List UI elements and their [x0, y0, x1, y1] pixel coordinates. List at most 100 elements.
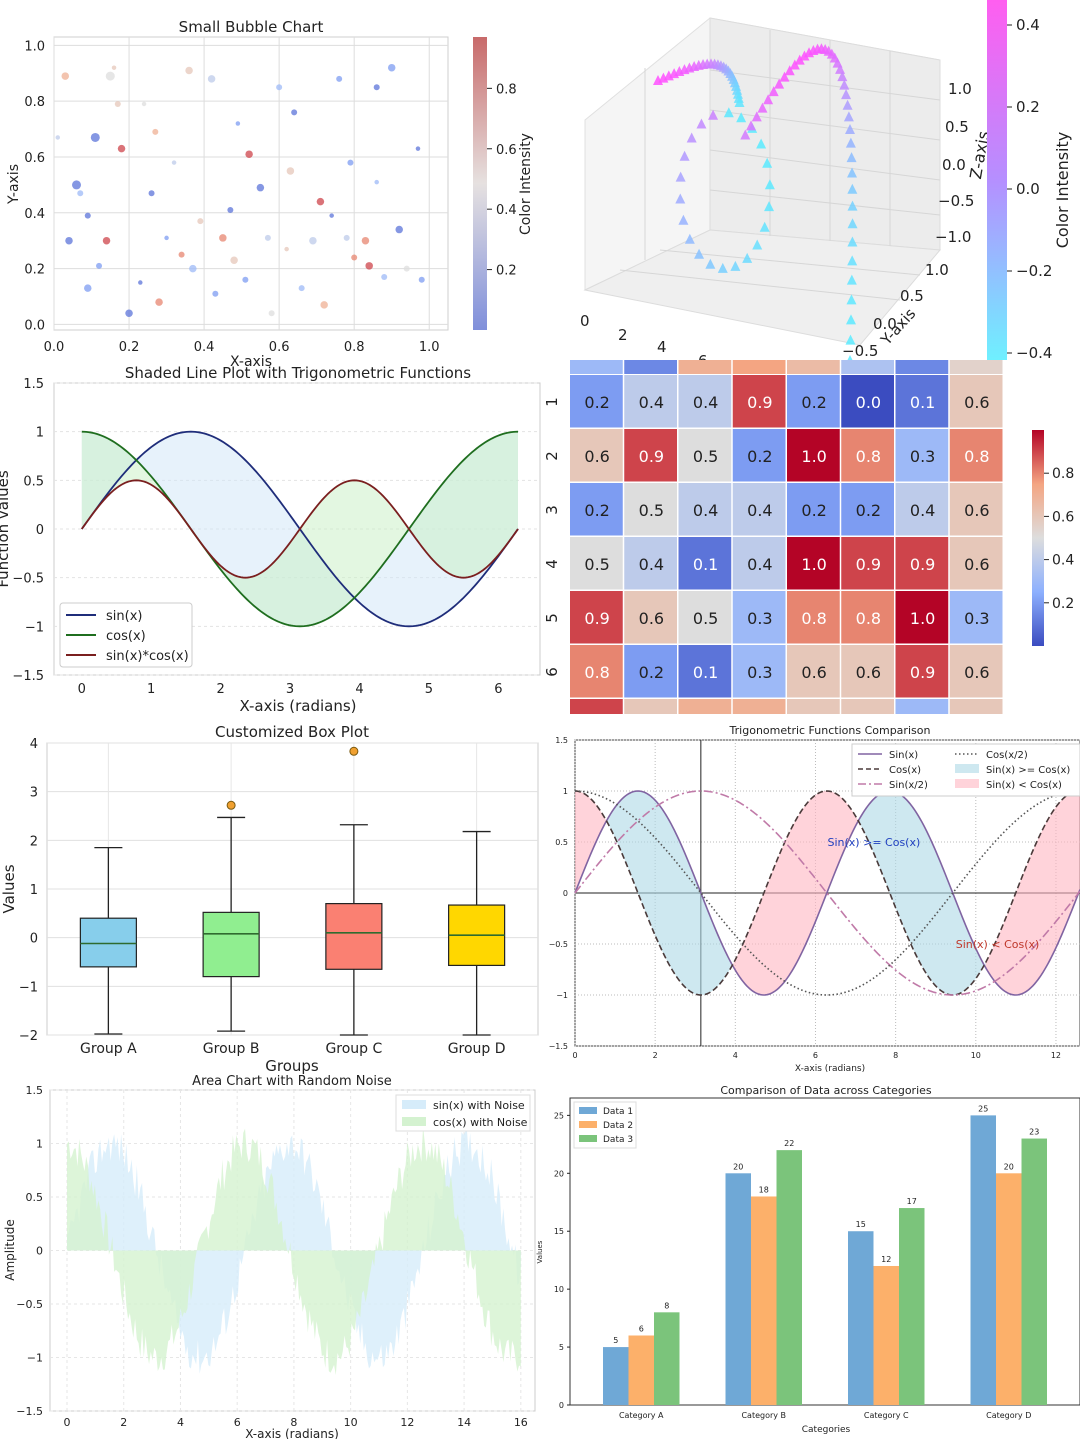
- heatmap-value-2-3: 0.5: [693, 447, 718, 466]
- x-tick-2: 2: [618, 326, 628, 344]
- bubble-point-56: [96, 262, 103, 269]
- heatmap-value-1-3: 0.4: [693, 393, 718, 412]
- bar-label-1-0: 20: [733, 1162, 743, 1171]
- area-chart-panel: 0 2 4 6 8 10 12 14 16 −1.5 −1 −0.5 0 0.5 1 1.5 Area Ch…: [3, 1074, 536, 1439]
- area-y-ticks: −1.5 −1 −0.5 0 0.5 1 1.5: [16, 1084, 43, 1418]
- box-title: Customized Box Plot: [215, 723, 369, 741]
- heatmap-cell-1-2: [624, 375, 677, 428]
- trig-comparison-panel: 0 2 4 6 8 10 12 −1.5 −1 −0.5 0 0.5 1 1.5 Trigonometr…: [549, 724, 1080, 1074]
- heatmap-cell-4-7: [895, 537, 949, 590]
- box-y-ticks: −2 −1 0 1 2 3 4: [19, 737, 38, 1044]
- heatmap-value-1-8: 0.6: [964, 393, 989, 412]
- box-flier-2-0: [349, 746, 359, 756]
- bubble-point-5: [102, 236, 111, 245]
- trig-x-label: X-axis (radians): [795, 1064, 865, 1074]
- heatmap-cell-bottom-6: [895, 699, 949, 714]
- helix-marker-75: [843, 111, 854, 122]
- heatmap-row-label-3: 3: [543, 505, 561, 515]
- trig-y-tick-5: 1: [563, 787, 568, 796]
- heatmap-cb-tick-0: 0.2: [1052, 596, 1074, 612]
- heatmap-cell-3-4: [732, 483, 786, 536]
- bar-y-tick-0: 0: [559, 1401, 564, 1410]
- heatmap-cell-2-7: [895, 429, 949, 482]
- heatmap-cells: 0.2 0.4 0.4 0.9 0.2 0.0 0.1 0.6 0.6 0.9 0.5 0.2 1.0 0…: [570, 360, 1003, 714]
- trig-y-ticks: −1.5 −1 −0.5 0 0.5 1 1.5: [549, 736, 568, 1051]
- z-tick-1: 1.0: [948, 80, 972, 98]
- helix-marker-54: [768, 86, 779, 97]
- helix-colorbar-ticks: 0.4 0.2 0.0 −0.2 −0.4: [1007, 16, 1052, 362]
- heatmap-value-3-4: 0.4: [747, 501, 772, 520]
- trig-y-tick-6: 1.5: [555, 736, 568, 745]
- trig-x-tick-0: 0: [572, 1051, 577, 1060]
- heatmap-value-5-4: 0.3: [747, 609, 772, 628]
- bar-x-label: Categories: [802, 1425, 851, 1435]
- bubble-y-tick-0: 0.0: [24, 318, 45, 333]
- bubble-point-33: [347, 159, 354, 166]
- bar-1-0: [725, 1173, 751, 1405]
- bubble-point-30: [316, 197, 325, 206]
- shaded-x-tick-4: 4: [355, 682, 363, 697]
- bubble-point-7: [114, 100, 121, 107]
- bar-legend-2: Data 2: [603, 1121, 633, 1131]
- legend-label-sin: sin(x): [106, 609, 142, 624]
- bar-y-label: Values: [536, 1240, 544, 1263]
- bubble-point-42: [415, 146, 421, 151]
- bar-label-2-2: 17: [907, 1197, 917, 1206]
- heatmap-cell-4-2: [624, 537, 677, 590]
- helix-marker-55: [774, 78, 785, 89]
- bar-3-1: [996, 1173, 1022, 1405]
- trig-x-tick-5: 10: [971, 1051, 981, 1060]
- bubble-point-12: [155, 298, 163, 306]
- bubble-point-54: [343, 234, 350, 241]
- y-tick-4: −0.5: [842, 342, 878, 360]
- heatmap-panel: 0.2 0.4 0.4 0.9 0.2 0.0 0.1 0.6 0.6 0.9 0.5 0.2 1.0 0…: [543, 360, 1074, 714]
- trig-annotation-lt: Sin(x) < Cos(x): [956, 938, 1040, 951]
- heatmap-cell-2-8: [949, 429, 1003, 482]
- bubble-point-9: [125, 309, 133, 318]
- helix-marker-60: [799, 50, 810, 61]
- bubble-cb-tick-3: 0.8: [496, 82, 517, 97]
- trig-legend-sin: Sin(x): [889, 750, 918, 761]
- heatmap-value-1-5: 0.2: [801, 393, 826, 412]
- bar-legend-swatch-1: [579, 1107, 597, 1114]
- bubble-x-tick-0: 0.0: [44, 340, 65, 355]
- bubble-y-tick-2: 0.4: [24, 207, 45, 222]
- heatmap-cell-1-8: [949, 375, 1003, 428]
- heatmap-cell-1-5: [787, 375, 840, 428]
- shaded-line-cos: [81, 430, 519, 628]
- trig-fills: [575, 791, 1080, 995]
- heatmap-value-4-2: 0.4: [639, 555, 664, 574]
- trig-y-tick-2: −0.5: [549, 940, 568, 949]
- area-x-ticks: 0 2 4 6 8 10 12 14 16: [64, 1416, 528, 1429]
- shaded-line-panel: 0 1 2 3 4 5 6 −1.5 −1 −0.5 0 0.5 1 1.5 Shaded Line P…: [0, 364, 541, 715]
- trig-line-coshalf: [574, 790, 1080, 996]
- helix-marker-40: [694, 248, 705, 259]
- helix-marker-72: [839, 79, 850, 90]
- shaded-y-tick-6: 1.5: [23, 377, 44, 392]
- helix-marker-49: [740, 129, 751, 140]
- area-y-tick-1: −1: [27, 1352, 43, 1365]
- heatmap-cell-5-6: [841, 591, 894, 644]
- heatmap-cell-top-5: [841, 360, 894, 374]
- heatmap-colorbar: [1032, 430, 1044, 646]
- heatmap-value-1-2: 0.4: [639, 393, 664, 412]
- heatmap-value-3-2: 0.5: [639, 501, 664, 520]
- bar-legend-swatch-3: [579, 1135, 597, 1142]
- helix-marker-76: [844, 123, 855, 134]
- bubble-x-ticks: 0.0 0.2 0.4 0.6 0.8 1.0: [44, 340, 440, 355]
- heatmap-value-5-2: 0.6: [639, 609, 664, 628]
- helix-marker-74: [842, 99, 853, 110]
- heatmap-value-4-7: 0.9: [910, 555, 935, 574]
- bubble-point-24: [256, 183, 265, 192]
- heatmap-value-6-4: 0.3: [747, 663, 772, 682]
- bar-label-3-1: 20: [1004, 1162, 1014, 1171]
- area-y-tick-2: −0.5: [16, 1298, 43, 1311]
- helix-marker-77: [845, 137, 856, 148]
- area-y-label: Amplitude: [3, 1219, 17, 1281]
- heatmap-cell-bottom-7: [949, 699, 1003, 714]
- y-tick-3: 0.0: [873, 315, 897, 333]
- heatmap-cell-3-6: [841, 483, 894, 536]
- bubble-point-3: [84, 212, 91, 219]
- bar-y-tick-3: 15: [554, 1227, 564, 1236]
- heatmap-cell-bottom-3: [732, 699, 786, 714]
